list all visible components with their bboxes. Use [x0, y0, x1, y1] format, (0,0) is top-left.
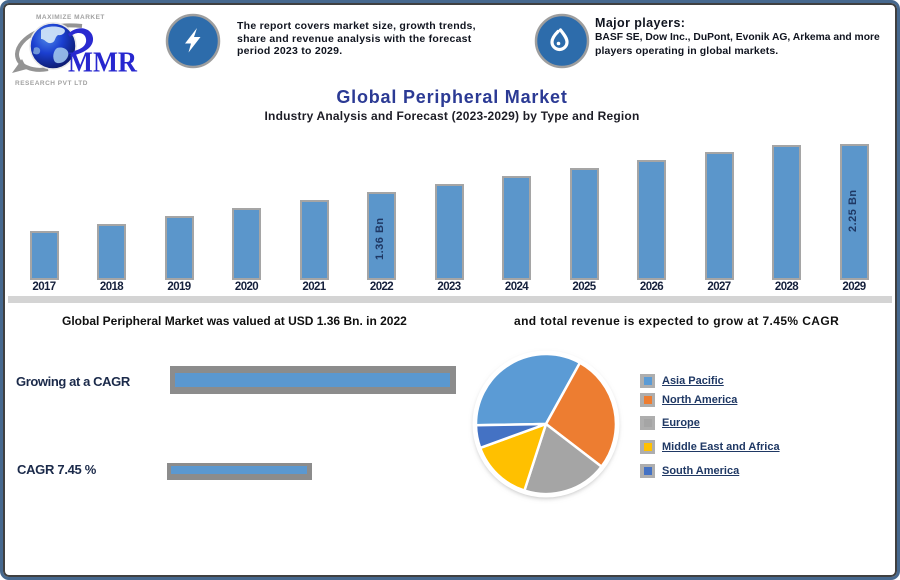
svg-text:MAXIMIZE MARKET: MAXIMIZE MARKET — [36, 14, 105, 21]
svg-text:RESEARCH PVT LTD: RESEARCH PVT LTD — [15, 80, 88, 87]
svg-text:MMR: MMR — [68, 48, 138, 79]
